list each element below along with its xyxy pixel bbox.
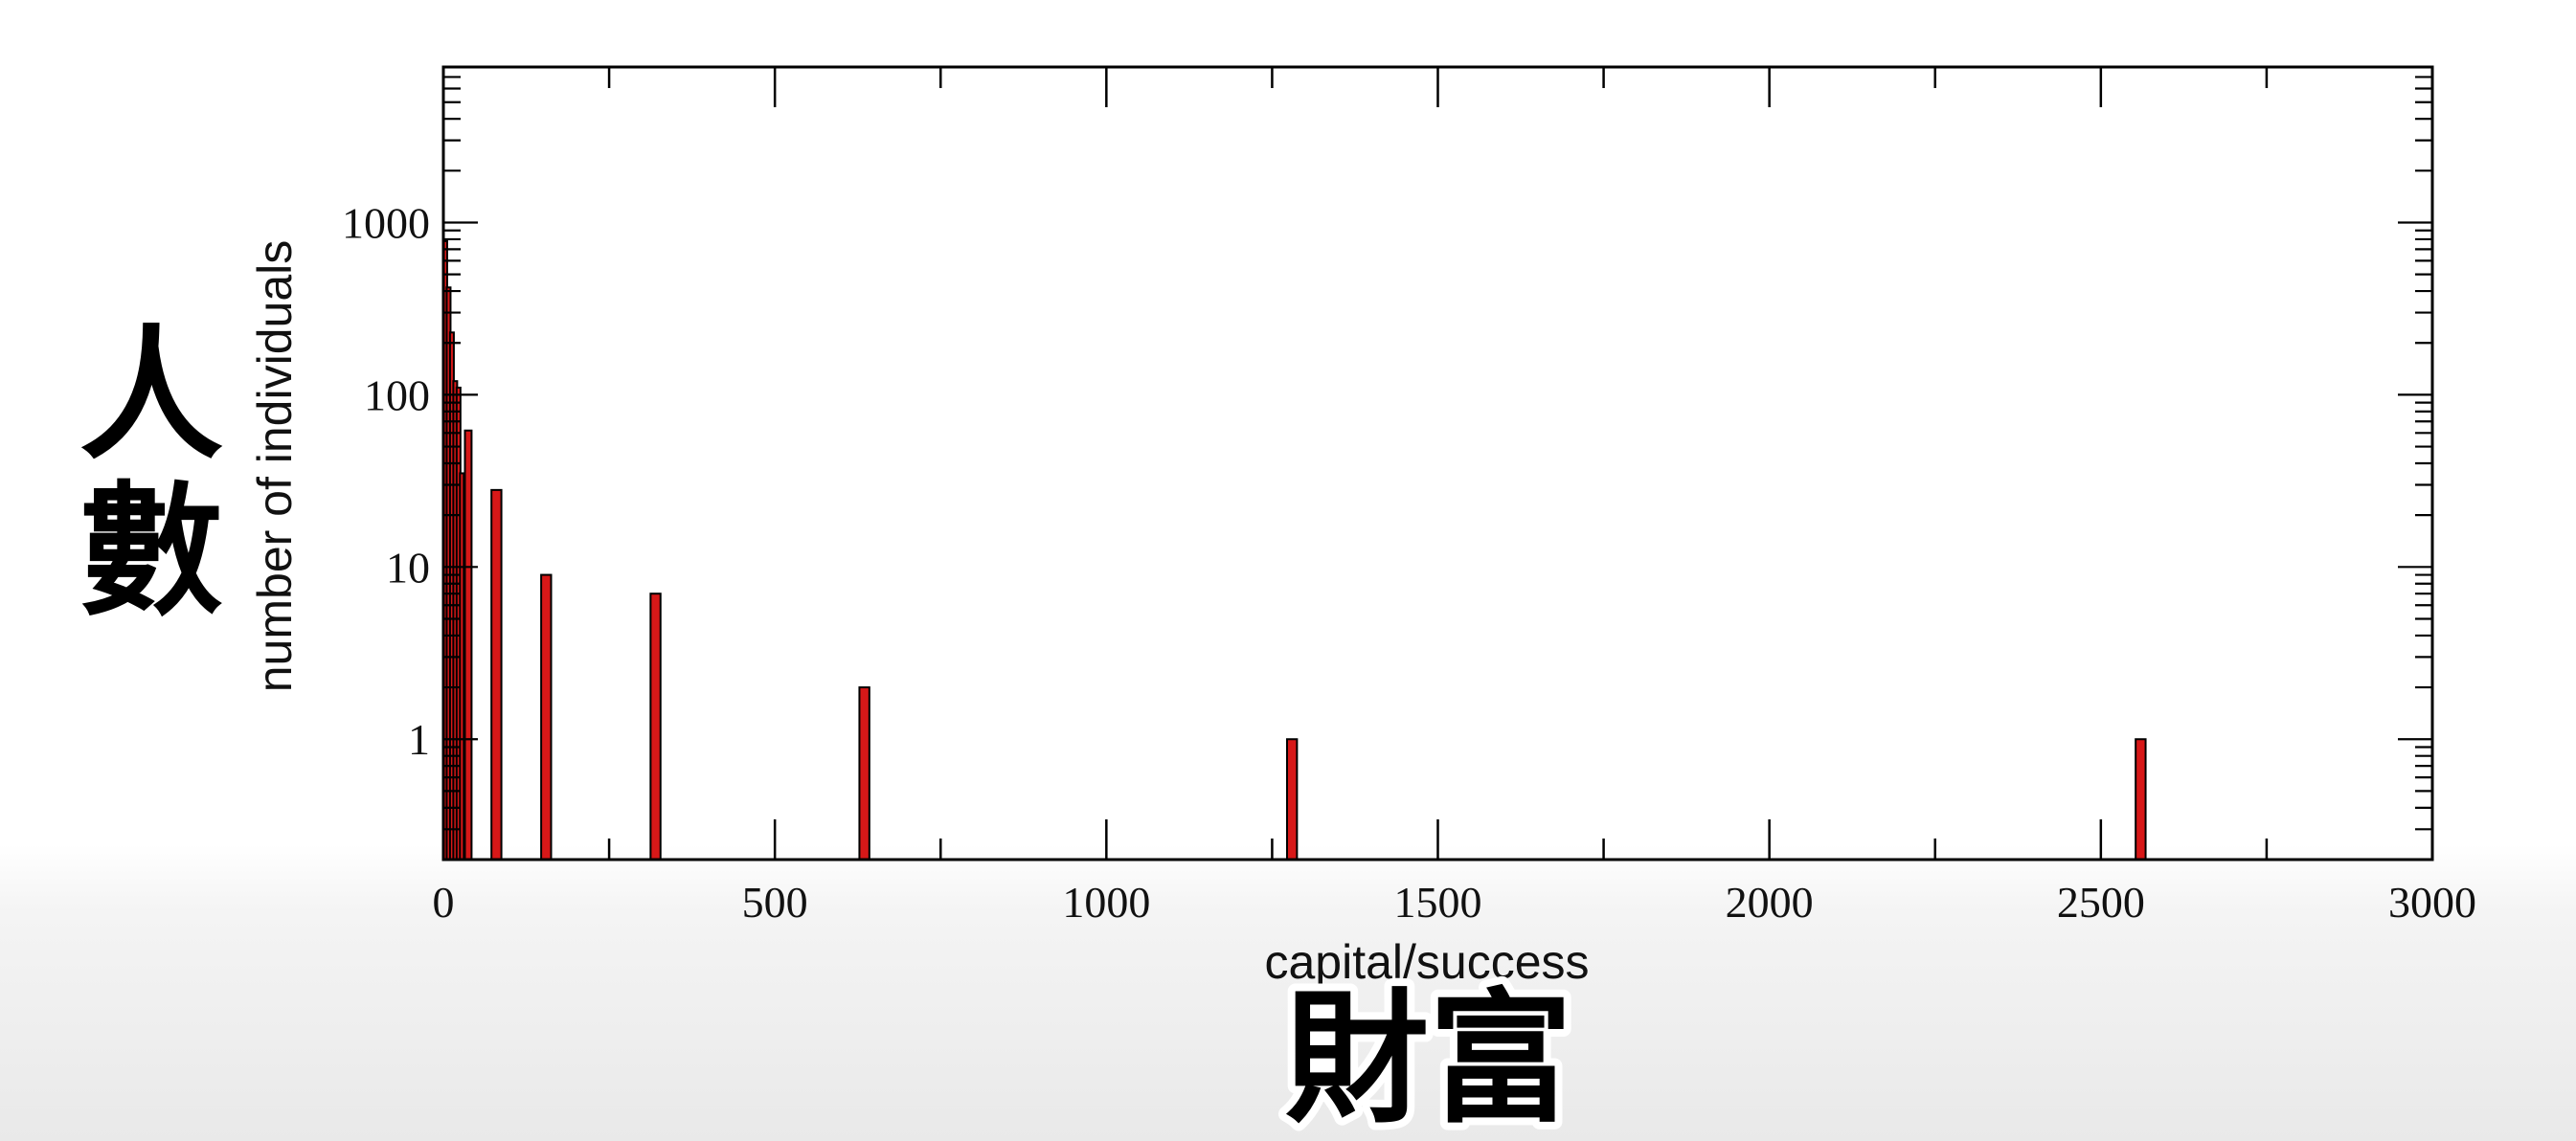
bar-10	[858, 686, 870, 861]
x-tick-labels: 0 500 1000 1500 2000 2500 3000	[433, 878, 2477, 927]
bar-12	[2135, 738, 2147, 861]
x-tick-label: 2000	[1726, 878, 1814, 927]
bar-7	[490, 488, 503, 861]
y-axis-title: number of individuals	[248, 240, 302, 693]
y-tick-label: 10	[386, 543, 430, 592]
bar-11	[1285, 738, 1299, 861]
x-tick-label: 3000	[2388, 878, 2476, 927]
y-caption-char-1: 人	[79, 313, 223, 480]
bars-group	[442, 239, 2147, 861]
x-tick-label: 1500	[1394, 878, 1482, 927]
x-tick-label: 0	[433, 878, 455, 927]
y-tick-label: 1	[408, 715, 430, 764]
x-tick-label: 1000	[1062, 878, 1150, 927]
x-tick-label: 500	[742, 878, 808, 927]
plot-frame	[441, 65, 2434, 861]
bar-9	[649, 593, 662, 861]
y-tick-labels: 1 10 100 1000	[342, 198, 430, 764]
y-caption-char-2: 數	[79, 469, 223, 636]
y-tick-label: 1000	[342, 198, 430, 247]
bar-8	[540, 573, 553, 861]
bar-5	[459, 472, 465, 861]
x-caption: 財富	[1285, 976, 1572, 1141]
y-tick-label: 100	[364, 370, 430, 419]
x-axis-title: capital/success	[1264, 935, 1589, 989]
ticks-group	[441, 65, 2434, 861]
x-tick-label: 2500	[2057, 878, 2145, 927]
bar-6	[463, 429, 473, 861]
